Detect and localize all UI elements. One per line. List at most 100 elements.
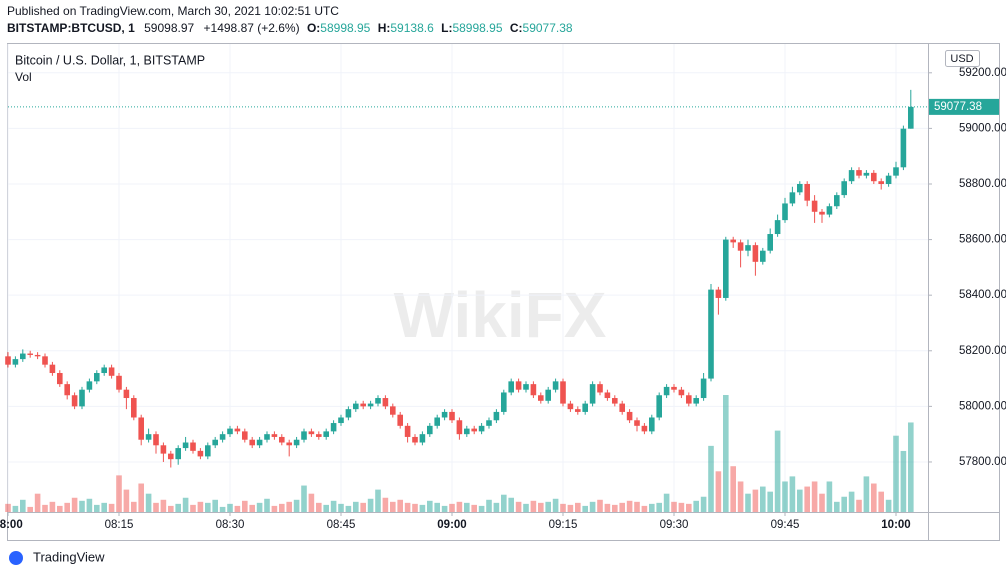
candle-body: [182, 442, 189, 449]
candle-body: [619, 403, 625, 412]
candle-body: [108, 367, 115, 376]
volume-bar: [390, 501, 396, 512]
volume-bar: [878, 491, 884, 512]
candle-body: [86, 381, 93, 390]
volume-bar: [234, 505, 241, 512]
candle-body: [219, 434, 226, 440]
volume-bar: [530, 500, 537, 512]
candle-body: [752, 245, 759, 262]
candle-body: [353, 403, 359, 410]
volume-bar: [826, 481, 833, 512]
candle-body: [641, 425, 648, 432]
last-price: 59098.97: [144, 21, 194, 35]
candle-body: [730, 239, 736, 243]
candle-body: [49, 364, 56, 374]
candle-body: [456, 420, 463, 435]
volume-bar: [649, 503, 655, 512]
volume-bar: [427, 500, 433, 512]
volume-bar: [42, 504, 48, 512]
candle-body: [64, 384, 70, 396]
volume-bar: [256, 502, 263, 512]
volume-bar: [834, 501, 840, 512]
volume-bar: [523, 503, 529, 512]
candle-body: [508, 381, 514, 393]
candle-body: [264, 434, 270, 440]
candle-body: [871, 172, 877, 182]
candle-body: [767, 234, 773, 251]
y-tick-label: 59000.00: [959, 122, 1006, 134]
candle-body: [656, 395, 662, 418]
x-tick-label: 09:00: [437, 519, 466, 531]
change: +1498.87 (+2.6%): [204, 21, 300, 35]
candle-body: [360, 403, 366, 407]
volume-bar: [86, 498, 93, 512]
volume-bar: [131, 501, 137, 512]
volume-bar: [34, 493, 41, 512]
volume-bar: [678, 502, 685, 512]
candle-body: [94, 373, 100, 382]
volume-bar: [397, 499, 403, 512]
volume-bar: [94, 504, 100, 512]
candle-body: [293, 439, 300, 446]
volume-bar: [715, 471, 722, 512]
y-tick-label: 58800.00: [959, 178, 1006, 190]
volume-bar: [308, 493, 315, 512]
volume-bar: [182, 497, 189, 512]
candle-body: [34, 354, 41, 357]
candle-body: [12, 359, 19, 365]
volume-bar: [464, 502, 470, 512]
candle-body: [693, 398, 699, 404]
volume-bar: [434, 502, 440, 512]
close-label: C:: [510, 21, 523, 35]
volume-bar: [612, 504, 618, 512]
y-tick-label: 58200.00: [959, 345, 1006, 357]
volume-bar: [545, 501, 551, 512]
currency-box[interactable]: [945, 50, 980, 67]
open-label: O:: [307, 21, 320, 35]
candle-body: [493, 411, 500, 421]
y-tick-label: 58000.00: [959, 400, 1006, 412]
volume-bar: [737, 481, 744, 512]
volume-bar: [145, 493, 152, 512]
candle-body: [249, 439, 255, 446]
candle-body: [723, 239, 729, 298]
candle-body: [819, 211, 825, 215]
volume-bar: [316, 502, 322, 512]
volume-bar: [478, 505, 485, 512]
candle-body: [286, 442, 292, 446]
candle-body: [626, 411, 633, 421]
candle-body: [811, 200, 818, 212]
volume-bar: [663, 493, 670, 512]
volume-bar: [567, 504, 574, 512]
candle-body: [589, 384, 596, 404]
candle-body: [5, 356, 11, 365]
candle-body: [841, 181, 847, 196]
volume-bar: [27, 506, 33, 512]
candle-body: [737, 242, 744, 251]
volume-bar: [79, 500, 85, 512]
open-value: 58998.95: [320, 21, 370, 35]
volume-label: Vol: [15, 70, 32, 84]
candle-body: [434, 417, 440, 426]
candle-body: [323, 431, 329, 437]
volume-bar: [501, 494, 507, 512]
candle-body: [700, 378, 707, 399]
y-tick-label: 58600.00: [959, 234, 1006, 246]
volume-bar: [20, 499, 26, 512]
volume-bar: [700, 496, 707, 512]
candle-body: [316, 434, 322, 437]
candle-body: [20, 353, 26, 360]
y-tick-label: 58400.00: [959, 289, 1006, 301]
candle-body: [575, 409, 581, 412]
volume-bar: [686, 503, 692, 512]
volume-bar: [575, 502, 581, 512]
candle-body: [116, 375, 122, 390]
candle-body: [234, 428, 241, 432]
volume-bar: [552, 498, 559, 512]
candle-body: [538, 395, 544, 401]
volume-bar: [641, 505, 648, 512]
candle-body: [205, 445, 211, 457]
volume-bar: [197, 501, 204, 512]
volume-bar: [811, 481, 818, 512]
candle-body: [471, 428, 477, 432]
